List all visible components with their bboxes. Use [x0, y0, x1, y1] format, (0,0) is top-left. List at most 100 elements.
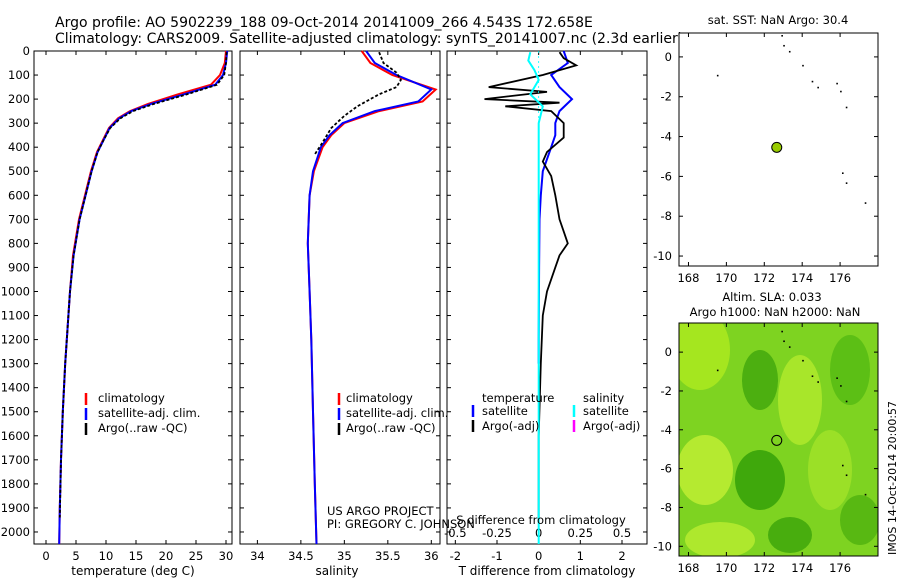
x-tick-label: 1: [577, 549, 584, 563]
series-line-climatology: [58, 50, 227, 545]
x-tick-label: 0: [42, 549, 49, 563]
x-tick-label: 10: [99, 549, 114, 563]
depth-tick-label: 1700: [1, 453, 30, 467]
map-y-tick-label: 0: [665, 345, 672, 359]
island-dot: [783, 340, 785, 343]
map-y-tick-label: -10: [653, 249, 672, 263]
sla-heatmap: [679, 323, 878, 556]
island-dot: [841, 172, 844, 175]
series-line-satellite-adj-clim-: [58, 50, 229, 545]
depth-tick-label: 200: [8, 92, 30, 106]
temperature-legend: climatology satellite-adj. clim. Argo(..…: [84, 391, 200, 435]
island-dot: [845, 400, 848, 403]
difference-series: [484, 50, 579, 544]
series-line-s-satellite: [527, 51, 544, 544]
island-dot: [716, 369, 719, 372]
legend-header-temperature: temperature: [482, 391, 554, 405]
island-dot: [781, 34, 783, 37]
x-tick-label: 2: [618, 549, 625, 563]
depth-tick-label: 700: [8, 212, 30, 226]
depth-axis: 0 100 200 300 400 500 600 700 800 900 1000 1100 1200…: [1, 44, 232, 539]
sst-y-axis: 0 -2 -4 -6 -8 -10: [653, 50, 878, 263]
sla-map-subtitle: Argo h1000: NaN h2000: NaN: [690, 305, 861, 319]
s-tick-label: 0.5: [613, 526, 631, 540]
salinity-series: [306, 50, 438, 545]
salinity-depth-ticks: [240, 50, 440, 533]
x-tick-label: 34: [250, 549, 265, 563]
temperature-panel: 0100200300400500600700800900100011001200…: [1, 44, 234, 578]
difference-panel: -2 -1 0 1 2-0.5 -0.25 0 0.25 0.5 S difference fr…: [444, 50, 648, 578]
temperature-x-label: temperature (deg C): [71, 564, 194, 578]
island-dot: [802, 64, 804, 67]
depth-tick-label: 1300: [1, 357, 30, 371]
depth-tick-label: 1100: [1, 309, 30, 323]
x-tick-label: 25: [189, 549, 204, 563]
map-x-tick-label: 172: [753, 271, 775, 285]
x-tick-label: 5: [72, 549, 79, 563]
series-line-t-argo-adj-: [484, 51, 579, 518]
x-tick-label: 20: [159, 549, 174, 563]
depth-tick-label: 1000: [1, 284, 30, 298]
map-x-tick-label: 174: [791, 561, 813, 575]
header-line1: Argo profile: AO 5902239_188 09-Oct-2014…: [55, 15, 593, 31]
depth-tick-label: 1200: [1, 333, 30, 347]
header-line2: Climatology: CARS2009. Satellite-adjuste…: [55, 31, 683, 47]
map-y-tick-label: -8: [661, 209, 672, 223]
x-tick-label: 0: [535, 549, 542, 563]
legend-t-satellite: satellite: [482, 404, 528, 418]
island-dot: [811, 80, 814, 83]
map-y-tick-label: -2: [661, 384, 672, 398]
island-dot: [845, 474, 848, 477]
island-dot: [781, 330, 783, 333]
series-line-argo-raw-qc-: [314, 51, 402, 155]
legend-s-satellite: satellite: [583, 404, 629, 418]
island-dot: [836, 377, 838, 379]
depth-tick-label: 1900: [1, 501, 30, 515]
depth-tick-label: 1500: [1, 405, 30, 419]
depth-tick-label: 300: [8, 116, 30, 130]
island-dot: [788, 50, 791, 53]
t-diff-label: T difference from climatology: [458, 564, 636, 578]
series-line-t-satellite: [537, 50, 574, 364]
pi-credit: PI: GREGORY C. JOHNSON: [327, 517, 475, 531]
island-dot: [817, 86, 819, 89]
map-x-tick-label: 168: [677, 271, 699, 285]
map-y-tick-label: -4: [661, 423, 672, 437]
depth-tick-label: 2000: [1, 525, 30, 539]
depth-tick-label: 900: [8, 260, 30, 274]
s-diff-label: S difference from climatology: [456, 513, 626, 527]
x-tick-label: 34.5: [288, 549, 314, 563]
series-line-argo-raw-qc-: [58, 52, 228, 518]
series-line-climatology: [306, 50, 438, 545]
map-x-tick-label: 176: [829, 561, 851, 575]
island-dot: [802, 359, 804, 362]
s-tick-label: -0.25: [482, 526, 512, 540]
depth-tick-label: 600: [8, 188, 30, 202]
map-y-tick-label: -4: [661, 130, 672, 144]
island-dot: [811, 375, 814, 378]
s-tick-label: 0.25: [568, 526, 594, 540]
map-x-tick-label: 170: [715, 561, 737, 575]
island-dot: [783, 44, 785, 47]
sla-x-axis: 168 170 172 174 176: [677, 323, 851, 575]
x-tick-label: 35: [337, 549, 352, 563]
island-dot: [788, 346, 791, 348]
map-y-tick-label: -8: [661, 500, 672, 514]
x-tick-label: -2: [450, 549, 461, 563]
depth-tick-label: 1800: [1, 477, 30, 491]
salinity-legend: climatology satellite-adj. clim. Argo(..…: [337, 391, 448, 435]
x-tick-label: -1: [491, 549, 502, 563]
sal-legend-sat: satellite-adj. clim.: [346, 406, 448, 420]
island-dot: [841, 464, 844, 467]
sst-map-panel: sat. SST: NaN Argo: 30.4 168 170 172 174 176…: [653, 13, 879, 285]
island-dot: [817, 381, 819, 383]
series-line-satellite-adj-clim-: [306, 50, 434, 545]
island-dot: [840, 90, 842, 93]
map-y-tick-label: -10: [653, 539, 672, 553]
difference-legend: temperature salinity satellite Argo(-adj…: [471, 391, 640, 433]
map-x-tick-label: 176: [829, 271, 851, 285]
legend-t-argo: Argo(-adj): [482, 419, 539, 433]
sal-legend-argo: Argo(..raw -QC): [346, 421, 436, 435]
